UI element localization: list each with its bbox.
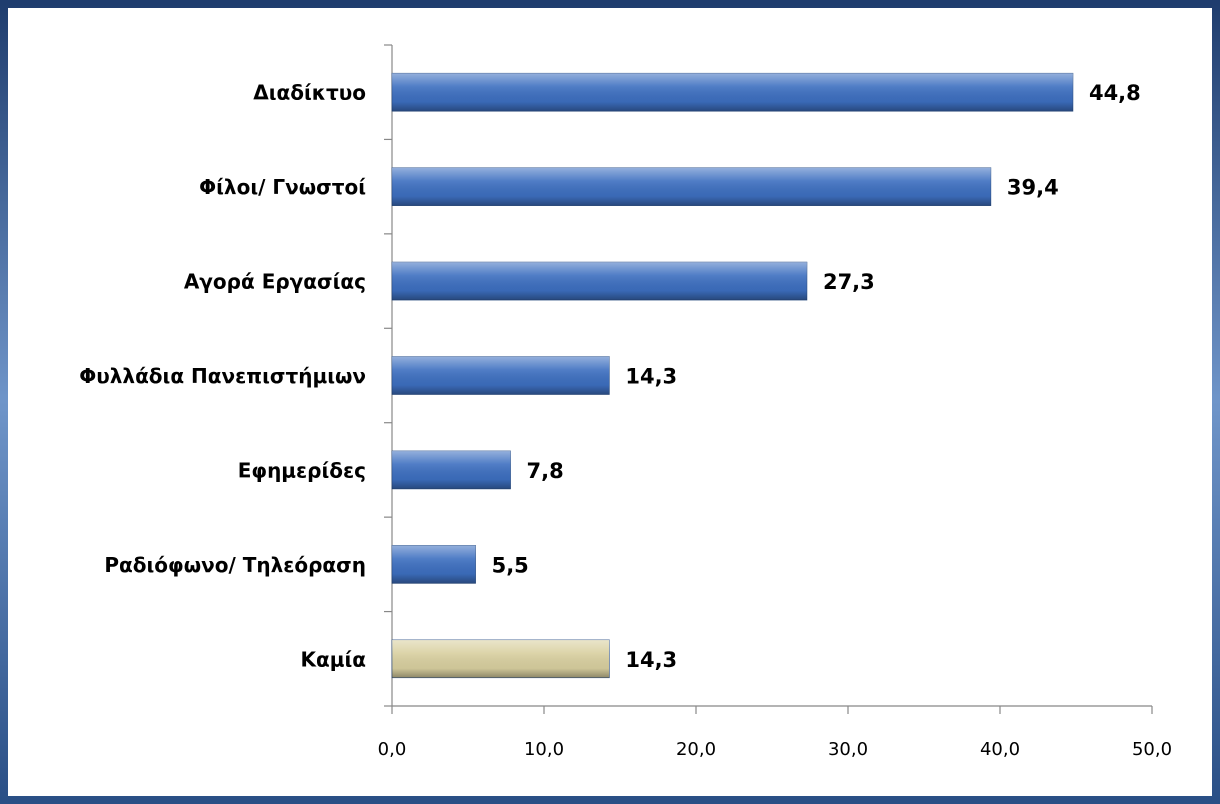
bar-shine — [392, 262, 807, 301]
x-tick-label: 50,0 — [1132, 739, 1172, 760]
y-tick-label: Ραδιόφωνο/ Τηλεόραση — [104, 553, 366, 577]
y-tick-label: Εφημερίδες — [238, 458, 366, 482]
bar-shine — [392, 73, 1073, 112]
value-label: 14,3 — [625, 365, 677, 389]
x-tick-label: 10,0 — [524, 739, 564, 760]
y-tick-label: Αγορά Εργασίας — [184, 270, 366, 294]
bar-shine — [392, 356, 610, 395]
value-label: 5,5 — [492, 553, 529, 577]
y-tick-label: Καμία — [301, 647, 367, 671]
x-tick-label: 0,0 — [378, 739, 407, 760]
y-tick-label: Φυλλάδια Πανεπιστήμιων — [79, 364, 366, 388]
bar-shine — [392, 545, 476, 584]
value-label: 7,8 — [527, 459, 564, 483]
bar-shine — [392, 639, 610, 678]
value-label: 44,8 — [1089, 81, 1141, 105]
x-tick-label: 30,0 — [828, 739, 868, 760]
value-label: 14,3 — [625, 648, 677, 672]
value-label: 27,3 — [823, 270, 875, 294]
y-tick-label: Διαδίκτυο — [253, 81, 366, 105]
y-tick-label: Φίλοι/ Γνωστοί — [199, 175, 366, 199]
value-label: 39,4 — [1007, 176, 1059, 200]
bar-shine — [392, 450, 511, 489]
x-tick-label: 40,0 — [980, 739, 1020, 760]
x-tick-label: 20,0 — [676, 739, 716, 760]
bar-shine — [392, 167, 991, 206]
